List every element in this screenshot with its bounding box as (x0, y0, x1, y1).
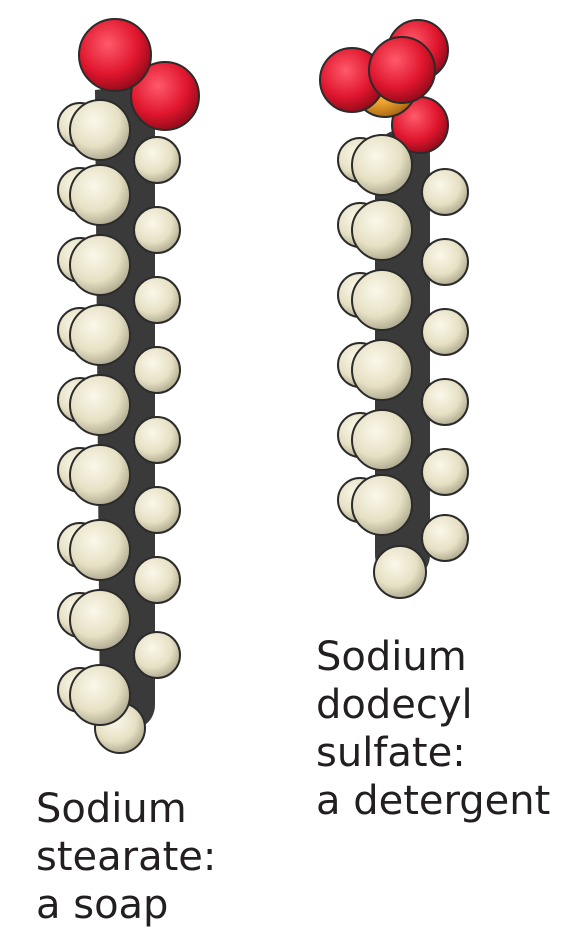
molecule-label: dodecyl (316, 682, 473, 728)
hydrogen-atom (421, 514, 469, 562)
hydrogen-atom (351, 134, 413, 196)
hydrogen-atom (133, 416, 181, 464)
hydrogen-atom (351, 409, 413, 471)
hydrogen-atom (69, 304, 131, 366)
molecule-label: Sodium (316, 634, 467, 680)
hydrogen-atom (69, 234, 131, 296)
hydrogen-atom (69, 164, 131, 226)
molecule-label: sulfate: (316, 730, 466, 776)
hydrogen-atom (133, 206, 181, 254)
hydrogen-atom (69, 374, 131, 436)
stearate-model (57, 18, 200, 754)
hydrogen-atom (69, 664, 131, 726)
hydrogen-atom (351, 269, 413, 331)
hydrogen-atom (133, 136, 181, 184)
hydrogen-atom (421, 168, 469, 216)
hydrogen-atom (69, 589, 131, 651)
hydrogen-atom (351, 339, 413, 401)
oxygen-atom (130, 61, 200, 131)
molecule-label: a detergent (316, 778, 550, 824)
hydrogen-atom (69, 99, 131, 161)
hydrogen-atom (373, 545, 427, 599)
hydrogen-atom (69, 519, 131, 581)
oxygen-atom (78, 18, 152, 92)
molecule-label: stearate: (36, 834, 216, 880)
molecule-label: a soap (36, 882, 168, 928)
hydrogen-atom (421, 238, 469, 286)
hydrogen-atom (421, 378, 469, 426)
hydrogen-atom (133, 631, 181, 679)
hydrogen-atom (351, 199, 413, 261)
hydrogen-atom (133, 276, 181, 324)
hydrogen-atom (133, 346, 181, 394)
dodecyl-sulfate-model (319, 19, 469, 599)
hydrogen-atom (351, 474, 413, 536)
oxygen-atom (368, 36, 436, 104)
hydrogen-atom (421, 448, 469, 496)
hydrogen-atom (133, 486, 181, 534)
hydrogen-atom (133, 556, 181, 604)
hydrogen-atom (69, 444, 131, 506)
molecule-label: Sodium (36, 786, 187, 832)
hydrogen-atom (421, 308, 469, 356)
